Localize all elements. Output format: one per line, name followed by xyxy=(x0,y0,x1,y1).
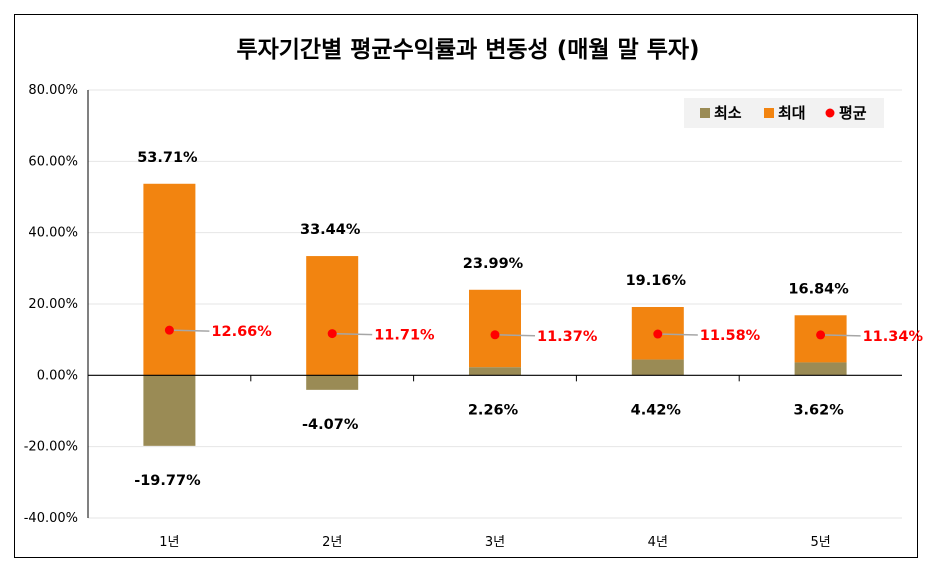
bar-max xyxy=(306,256,359,376)
marker-avg xyxy=(816,330,826,340)
x-tick-label: 3년 xyxy=(485,535,505,550)
avg-leader-line xyxy=(494,334,536,337)
data-label-min: 4.42% xyxy=(631,402,682,418)
y-tick-label: 80.00% xyxy=(28,83,78,98)
legend-marker-avg xyxy=(825,108,835,118)
x-tick-label: 1년 xyxy=(159,535,179,550)
legend-swatch-max xyxy=(764,108,774,118)
data-label-min: -4.07% xyxy=(302,417,359,433)
data-label-max: 23.99% xyxy=(463,256,524,272)
data-label-min: -19.77% xyxy=(134,473,201,489)
avg-leader-line xyxy=(332,332,373,336)
data-label-max: 19.16% xyxy=(626,273,687,289)
bar-max xyxy=(469,289,521,368)
marker-avg xyxy=(327,329,337,339)
legend-label-max: 최대 xyxy=(778,104,806,122)
y-tick-label: 20.00% xyxy=(28,297,78,312)
legend-label-avg: 평균 xyxy=(839,104,867,122)
y-tick-label: 0.00% xyxy=(37,368,78,383)
y-tick-label: 60.00% xyxy=(28,154,78,169)
bar-min xyxy=(143,375,196,446)
avg-leader-line xyxy=(820,334,861,337)
legend-box xyxy=(684,98,884,128)
bar-min xyxy=(469,367,521,376)
avg-leader-line xyxy=(169,329,210,332)
legend-swatch-min xyxy=(700,108,710,118)
bar-min xyxy=(306,375,359,390)
data-label-avg: 11.58% xyxy=(700,328,761,344)
x-tick-label: 2년 xyxy=(322,535,342,550)
y-tick-label: 40.00% xyxy=(28,226,78,241)
data-label-max: 53.71% xyxy=(137,150,198,166)
legend-label-min: 최소 xyxy=(714,104,742,122)
legend: 최소 최대 평균 xyxy=(684,98,884,128)
bar-max xyxy=(143,183,196,376)
bar-min xyxy=(794,362,847,376)
data-label-avg: 11.37% xyxy=(537,329,598,345)
data-label-min: 2.26% xyxy=(468,402,519,418)
bar-min xyxy=(631,359,684,376)
axes: 80.00% 60.00% 40.00% 20.00% 0.00% -20.00% -40.… xyxy=(24,83,902,550)
marker-avg xyxy=(164,325,174,335)
avg-leader-line xyxy=(657,333,698,336)
data-labels: 53.71% -19.77% 12.66% 33.44% -4.07% 11.71% 23.… xyxy=(134,150,923,489)
gridlines xyxy=(88,89,902,519)
y-tick-label: -20.00% xyxy=(24,440,78,455)
data-label-avg: 12.66% xyxy=(211,324,272,340)
data-label-min: 3.62% xyxy=(793,402,844,418)
marker-avg xyxy=(490,330,500,340)
data-label-avg: 11.71% xyxy=(374,328,435,344)
x-tick-label: 5년 xyxy=(810,535,830,550)
chart-title: 투자기간별 평균수익률과 변동성 (매월 말 투자) xyxy=(236,37,700,63)
x-tick-label: 4년 xyxy=(648,535,668,550)
data-label-max: 16.84% xyxy=(788,281,849,297)
marker-avg xyxy=(653,329,663,339)
data-label-max: 33.44% xyxy=(300,222,361,238)
data-label-avg: 11.34% xyxy=(863,329,924,345)
y-tick-label: -40.00% xyxy=(24,511,78,526)
